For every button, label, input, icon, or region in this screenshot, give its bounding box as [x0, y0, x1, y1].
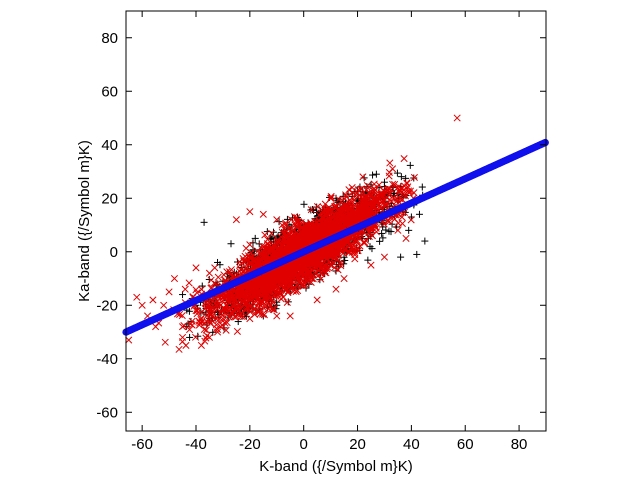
data-point-x	[259, 210, 267, 218]
data-point-x	[348, 184, 356, 192]
data-point-x	[161, 338, 169, 346]
data-point-x	[170, 274, 179, 283]
data-point-plus	[194, 332, 202, 340]
data-point-x	[367, 261, 375, 269]
data-point-x	[403, 179, 411, 187]
data-point-plus	[418, 183, 426, 191]
data-point-x	[359, 173, 367, 181]
data-point-plus	[406, 161, 414, 169]
y-tick-label: -40	[96, 351, 118, 368]
data-point-plus	[300, 200, 308, 208]
data-point-plus	[369, 171, 377, 179]
data-point-plus	[402, 174, 410, 182]
data-point-x	[246, 315, 254, 323]
data-point-x	[386, 159, 394, 167]
data-point-plus	[397, 253, 405, 261]
data-point-x	[152, 323, 160, 331]
y-axis-label: Ka-band ({/Symbol m}K)	[76, 140, 93, 302]
data-point-x	[394, 226, 402, 234]
data-point-plus	[249, 239, 257, 247]
data-point-x	[286, 312, 294, 320]
data-point-plus	[421, 237, 429, 245]
data-point-plus	[376, 237, 384, 245]
y-tick-label: 20	[101, 190, 118, 207]
data-point-plus	[185, 307, 193, 315]
y-tick-label: 60	[101, 83, 118, 100]
data-point-x	[138, 301, 146, 309]
x-tick-label: 0	[300, 436, 308, 453]
y-tick-label: 80	[101, 30, 118, 47]
data-point-x	[133, 293, 141, 301]
data-point-plus	[378, 229, 386, 237]
y-tick-label: -20	[96, 297, 118, 314]
data-point-x	[385, 172, 393, 180]
data-point-x	[205, 269, 214, 277]
data-point-plus	[227, 240, 235, 248]
x-tick-label: 20	[349, 436, 366, 453]
data-point-x	[246, 208, 254, 216]
data-point-x	[192, 264, 200, 272]
data-point-plus	[382, 226, 390, 234]
data-point-x	[453, 114, 461, 122]
y-tick-label: 0	[110, 244, 118, 261]
data-point-x	[165, 288, 173, 296]
data-point-x	[185, 279, 193, 287]
data-point-plus	[379, 234, 387, 242]
y-tick-label: 40	[101, 137, 118, 154]
data-point-plus	[372, 170, 380, 178]
data-point-plus	[393, 169, 401, 177]
data-point-plus	[255, 240, 263, 248]
x-tick-label: -20	[239, 436, 261, 453]
data-point-x	[313, 296, 321, 304]
data-point-plus	[415, 210, 423, 218]
data-point-x	[402, 234, 410, 242]
data-point-x	[178, 333, 187, 341]
fit-line-layer	[122, 138, 549, 336]
data-point-x	[181, 285, 189, 293]
y-tick-label: -60	[96, 404, 118, 421]
data-point-x	[283, 298, 291, 306]
data-point-plus	[405, 226, 413, 234]
data-point-plus	[413, 250, 421, 258]
data-point-x	[340, 274, 348, 283]
data-points-layer	[125, 114, 461, 353]
data-point-x	[175, 345, 183, 353]
data-point-x	[160, 301, 168, 309]
x-tick-label: 60	[457, 436, 474, 453]
x-axis-label: K-band ({/Symbol m}K)	[259, 458, 412, 475]
data-point-plus	[336, 198, 344, 206]
data-point-x	[214, 273, 222, 281]
x-tick-label: -60	[131, 436, 153, 453]
data-point-x	[400, 154, 408, 163]
data-point-x	[232, 216, 240, 224]
data-point-x	[398, 219, 406, 228]
data-point-x	[388, 165, 397, 173]
data-point-plus	[397, 173, 405, 181]
x-tick-label: -40	[185, 436, 207, 453]
data-point-plus	[366, 243, 374, 251]
data-point-x	[410, 173, 418, 181]
data-point-x	[380, 253, 389, 261]
x-tick-label: 40	[403, 436, 420, 453]
x-tick-label: 80	[511, 436, 528, 453]
data-point-plus	[200, 218, 208, 226]
data-point-x	[273, 312, 281, 320]
data-point-plus	[186, 333, 194, 341]
data-point-x	[149, 296, 157, 304]
data-point-x	[233, 327, 241, 335]
data-point-x	[197, 341, 205, 349]
data-point-plus	[340, 253, 348, 261]
data-point-x	[332, 285, 340, 293]
